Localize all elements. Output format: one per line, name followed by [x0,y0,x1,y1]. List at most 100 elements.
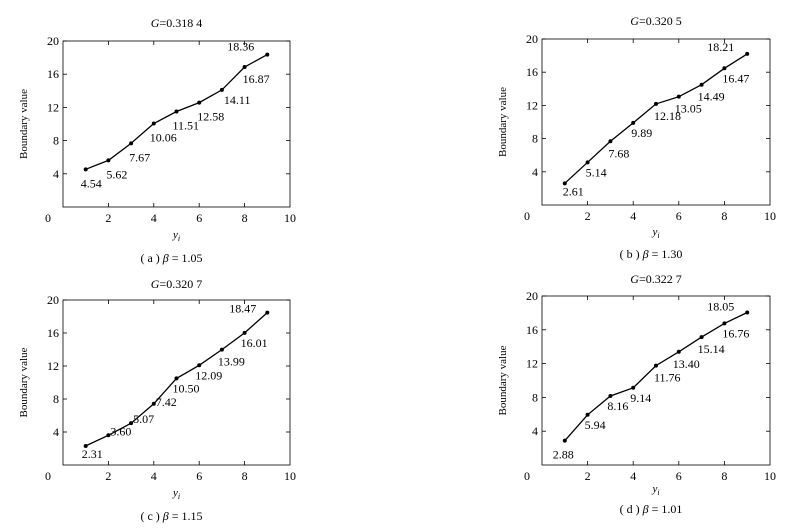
x-tick-label: 8 [242,469,248,483]
chart-panel-b: G=0.320 5 4 8 12 16 20 0 2 4 6 8 10 Boundary value yi… [497,14,776,261]
data-label: 5.94 [585,418,606,432]
plot-frame [62,299,291,466]
data-point [151,401,156,406]
x-tick-label: 0 [524,209,530,223]
y-tick-label: 12 [526,98,538,112]
chart-title: G=0.320 7 [151,277,202,291]
x-tick-label: 6 [196,211,202,225]
x-tick-label: 10 [284,211,296,225]
y-axis-label: Boundary value [497,345,509,415]
x-tick-label: 4 [151,211,157,225]
data-point [722,321,727,326]
data-point [197,363,202,368]
data-label: 8.16 [607,399,628,413]
x-tick-label: 6 [676,469,682,483]
y-tick-label: 8 [53,134,59,148]
x-tick-label: 10 [764,209,776,223]
data-label: 10.50 [173,381,200,395]
y-tick-label: 20 [526,32,538,46]
data-label: 2.31 [82,447,103,461]
x-axis-label: yi [651,226,659,240]
data-point [242,64,247,69]
chart-panel-c: G=0.320 7 4 8 12 16 20 0 2 4 6 8 10 Boundary value yi… [18,277,296,523]
y-tick-label: 8 [53,392,59,406]
y-tick-label: 16 [47,67,59,81]
chart-title: G=0.320 5 [630,14,681,28]
panel-caption: ( a ) β = 1.05 [140,251,202,265]
y-tick-label: 8 [532,390,538,404]
data-label: 13.05 [675,102,702,116]
data-label: 7.42 [156,395,177,409]
y-tick-label: 4 [532,165,538,179]
panel-caption: ( d ) β = 1.01 [620,502,683,516]
data-label: 9.14 [630,391,651,405]
y-tick-label: 20 [47,293,59,307]
data-point [83,443,88,448]
x-tick-label: 8 [242,211,248,225]
data-point [654,101,658,106]
panel-caption: ( c ) β = 1.15 [140,509,202,523]
data-label: 15.14 [698,342,725,356]
data-label: 18.05 [707,299,734,313]
data-point [219,87,224,92]
data-label: 11.51 [173,118,200,132]
data-label: 2.88 [553,448,574,462]
x-tick-label: 10 [284,469,296,483]
data-point [676,94,681,99]
x-tick-label: 6 [196,469,202,483]
x-tick-label: 2 [585,209,591,223]
data-label: 16.87 [243,72,270,86]
data-label: 7.67 [129,150,150,164]
data-point [219,347,224,352]
data-label: 18.47 [229,302,256,316]
data-label: 10.06 [150,131,177,145]
chart-title: G=0.322 7 [630,272,681,286]
y-tick-label: 4 [53,167,59,181]
x-tick-label: 2 [585,469,591,483]
data-point [129,421,134,426]
data-label: 13.40 [673,357,700,371]
data-point [197,100,202,105]
data-label: 5.62 [106,167,127,181]
data-label: 16.01 [241,336,268,350]
data-point [562,181,567,186]
chart-title: G=0.318 4 [151,16,202,30]
data-point [174,109,179,114]
panel-caption: ( b ) β = 1.30 [620,247,683,261]
data-label: 18.21 [707,40,734,54]
data-point [585,160,590,165]
x-tick-label: 2 [105,211,111,225]
data-label: 5.14 [586,165,607,179]
data-point [631,120,636,125]
data-label: 16.47 [722,71,749,85]
data-label: 2.61 [563,184,584,198]
data-point [129,141,134,146]
data-label: 14.11 [224,93,251,107]
y-axis-label: Boundary value [18,89,30,159]
x-axis-label: yi [172,487,180,501]
data-point [585,412,590,417]
x-tick-label: 4 [151,469,157,483]
data-point [83,167,88,172]
data-label: 12.58 [197,110,224,124]
plot-frame [541,38,771,206]
data-point [106,158,111,163]
x-tick-label: 0 [45,211,51,225]
x-axis-label: yi [172,229,180,243]
data-label: 9.89 [631,126,652,140]
data-point [745,51,750,56]
data-label: 7.68 [608,146,629,160]
plot-frame [541,295,771,466]
x-tick-label: 10 [764,469,776,483]
plot-frame [62,40,291,208]
y-tick-label: 16 [526,65,538,79]
data-label: 13.99 [218,355,245,369]
x-tick-label: 6 [676,209,682,223]
data-point [265,310,270,315]
data-point [106,433,111,438]
data-point [699,335,704,340]
data-point [745,310,750,315]
data-point [676,349,681,354]
x-tick-label: 2 [105,469,111,483]
data-point [174,376,179,381]
